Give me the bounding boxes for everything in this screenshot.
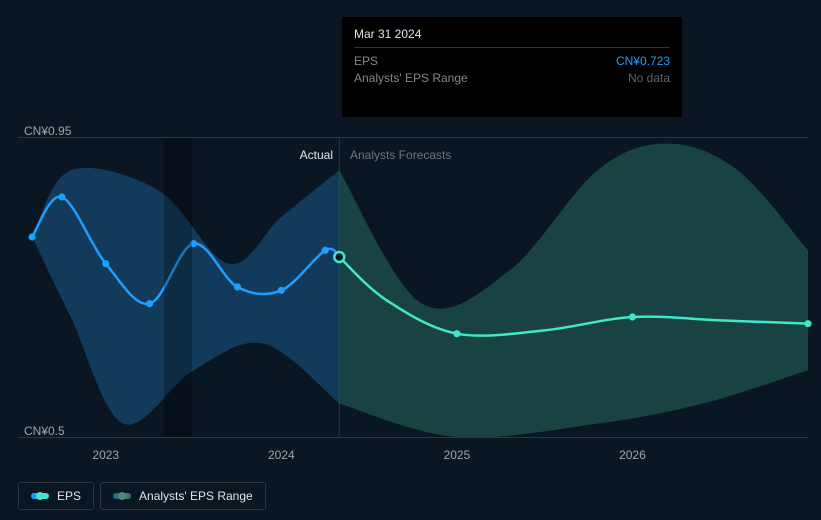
hover-band bbox=[164, 138, 192, 437]
section-label-actual: Actual bbox=[300, 148, 333, 162]
legend-swatch-eps-icon bbox=[31, 493, 49, 499]
legend-item-eps[interactable]: EPS bbox=[18, 482, 94, 510]
y-grid-top bbox=[18, 137, 808, 138]
section-label-forecast: Analysts Forecasts bbox=[350, 148, 451, 162]
legend-label-range: Analysts' EPS Range bbox=[139, 489, 253, 503]
x-tick-label: 2023 bbox=[92, 448, 119, 462]
y-grid-bottom bbox=[18, 437, 808, 438]
y-tick-bottom: CN¥0.5 bbox=[24, 424, 65, 438]
tooltip-date: Mar 31 2024 bbox=[354, 27, 670, 41]
x-tick-label: 2024 bbox=[268, 448, 295, 462]
legend-item-range[interactable]: Analysts' EPS Range bbox=[100, 482, 266, 510]
tooltip-range-value: No data bbox=[628, 71, 670, 85]
tooltip-range-label: Analysts' EPS Range bbox=[354, 71, 468, 85]
legend: EPS Analysts' EPS Range bbox=[18, 482, 266, 510]
legend-swatch-range-icon bbox=[113, 493, 131, 499]
legend-label-eps: EPS bbox=[57, 489, 81, 503]
chart-tooltip: Mar 31 2024 EPS CN¥0.723 Analysts' EPS R… bbox=[342, 17, 682, 117]
x-tick-label: 2025 bbox=[444, 448, 471, 462]
y-tick-top: CN¥0.95 bbox=[24, 124, 71, 138]
tooltip-divider bbox=[354, 47, 670, 48]
tooltip-eps-label: EPS bbox=[354, 54, 378, 68]
x-tick-label: 2026 bbox=[619, 448, 646, 462]
tooltip-eps-value: CN¥0.723 bbox=[616, 54, 670, 68]
